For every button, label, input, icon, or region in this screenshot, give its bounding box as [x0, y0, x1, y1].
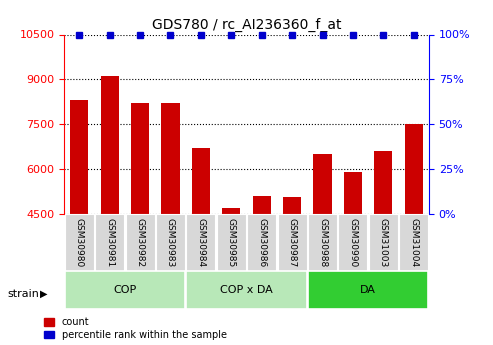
Text: GSM30986: GSM30986 — [257, 218, 266, 268]
Bar — [308, 271, 428, 309]
Text: GSM30982: GSM30982 — [136, 218, 144, 268]
Text: GSM30985: GSM30985 — [227, 218, 236, 268]
Bar — [192, 148, 210, 214]
Text: GSM31003: GSM31003 — [379, 218, 388, 268]
Bar — [217, 214, 246, 271]
Text: GSM30990: GSM30990 — [349, 218, 357, 268]
Bar — [101, 76, 119, 214]
Bar — [338, 214, 367, 271]
Text: COP x DA: COP x DA — [220, 285, 273, 295]
Text: GSM31004: GSM31004 — [409, 218, 418, 268]
Bar — [95, 214, 124, 271]
Text: GSM30984: GSM30984 — [196, 218, 206, 268]
Bar — [186, 214, 215, 271]
Text: strain: strain — [7, 289, 39, 299]
Text: GSM30980: GSM30980 — [75, 218, 84, 268]
Title: GDS780 / rc_AI236360_f_at: GDS780 / rc_AI236360_f_at — [152, 18, 341, 32]
Bar — [126, 214, 155, 271]
Bar — [314, 154, 332, 214]
Bar — [308, 214, 337, 271]
Bar — [65, 271, 185, 309]
Bar — [186, 271, 307, 309]
Bar — [156, 214, 185, 271]
Bar — [222, 208, 241, 214]
Bar — [374, 151, 392, 214]
Text: GSM30983: GSM30983 — [166, 218, 175, 268]
Text: GSM30988: GSM30988 — [318, 218, 327, 268]
Bar — [399, 214, 428, 271]
Text: DA: DA — [360, 285, 376, 295]
Bar — [65, 214, 94, 271]
Bar — [278, 214, 307, 271]
Bar — [283, 197, 301, 214]
Bar — [369, 214, 398, 271]
Bar — [70, 100, 88, 214]
Text: ▶: ▶ — [40, 289, 48, 299]
Bar — [247, 214, 276, 271]
Text: GSM30981: GSM30981 — [105, 218, 114, 268]
Text: GSM30987: GSM30987 — [287, 218, 297, 268]
Bar — [405, 124, 423, 214]
Text: COP: COP — [113, 285, 137, 295]
Bar — [131, 103, 149, 214]
Legend: count, percentile rank within the sample: count, percentile rank within the sample — [44, 317, 227, 340]
Bar — [344, 172, 362, 214]
Bar — [252, 196, 271, 214]
Bar — [161, 103, 179, 214]
